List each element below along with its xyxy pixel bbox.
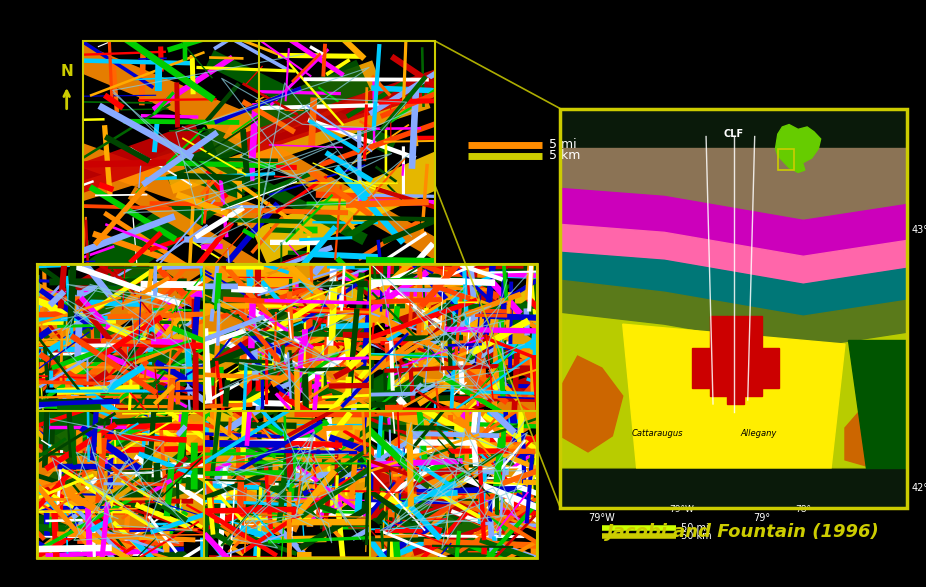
Bar (370, 264, 537, 411)
Bar (37, 264, 204, 411)
Polygon shape (560, 224, 907, 284)
Bar (727, 316, 745, 348)
Text: 79°W: 79°W (669, 505, 694, 514)
Polygon shape (560, 312, 907, 468)
Bar (745, 348, 761, 396)
Bar (37, 411, 204, 558)
Bar (727, 348, 745, 404)
Bar (370, 264, 537, 411)
Text: 79°: 79° (753, 512, 770, 522)
Text: 79°W: 79°W (589, 512, 615, 522)
Text: 5 mi: 5 mi (549, 139, 577, 151)
Bar (83, 41, 435, 264)
Bar (370, 411, 537, 558)
Polygon shape (775, 124, 820, 173)
Bar (204, 264, 370, 411)
Polygon shape (848, 340, 907, 468)
Text: 50 mi: 50 mi (681, 522, 708, 533)
Text: Jacobi and Fountain (1996): Jacobi and Fountain (1996) (607, 523, 880, 541)
Polygon shape (560, 149, 907, 220)
Bar (709, 348, 727, 396)
Text: Cattaraugus: Cattaraugus (632, 429, 683, 438)
Bar (204, 264, 370, 411)
Text: 5 km: 5 km (549, 149, 581, 162)
Text: N: N (60, 65, 73, 79)
Bar (693, 348, 709, 388)
Polygon shape (845, 404, 900, 468)
Bar (204, 411, 370, 558)
Bar (778, 149, 794, 170)
Polygon shape (560, 188, 907, 257)
Bar (83, 41, 435, 264)
Text: Allegany: Allegany (740, 429, 776, 438)
Bar (37, 264, 537, 558)
Polygon shape (560, 280, 907, 348)
Bar (204, 411, 370, 558)
Bar (37, 411, 204, 558)
Polygon shape (560, 252, 907, 316)
Polygon shape (623, 324, 845, 468)
Text: 50 km: 50 km (681, 531, 711, 541)
Text: CLF: CLF (724, 129, 744, 139)
Polygon shape (560, 356, 623, 452)
Bar (560, 109, 907, 508)
Bar (761, 348, 779, 388)
Text: 42°: 42° (911, 483, 926, 493)
Bar (745, 316, 761, 348)
Text: 43°N: 43°N (911, 225, 926, 235)
Text: 78°: 78° (795, 505, 811, 514)
Bar (83, 41, 435, 264)
Bar (370, 411, 537, 558)
Bar (560, 109, 907, 508)
Bar (37, 264, 204, 411)
Bar (709, 316, 727, 348)
